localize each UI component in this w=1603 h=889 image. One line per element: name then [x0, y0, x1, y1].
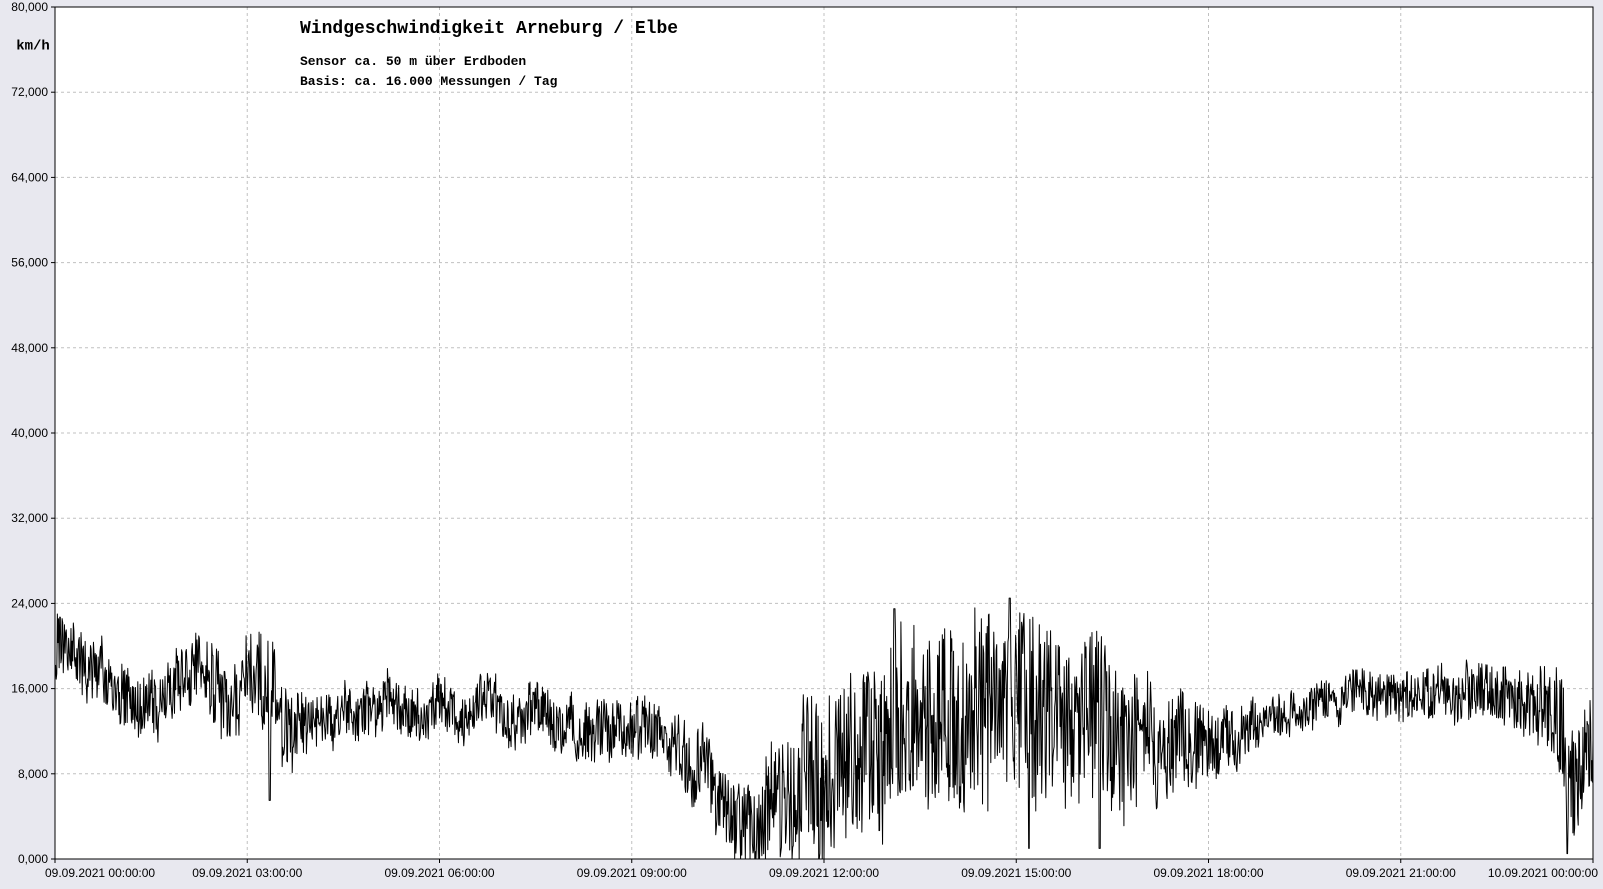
chart-subtitle: Sensor ca. 50 m über Erdboden	[300, 54, 526, 69]
chart-title: Windgeschwindigkeit Arneburg / Elbe	[300, 19, 678, 39]
y-tick-label: 80,000	[11, 0, 48, 14]
x-tick-label: 09.09.2021 03:00:00	[192, 866, 302, 880]
x-tick-label: 09.09.2021 15:00:00	[961, 866, 1071, 880]
y-tick-label: 48,000	[11, 341, 48, 355]
y-tick-label: 24,000	[11, 596, 48, 610]
y-tick-label: 56,000	[11, 256, 48, 270]
y-tick-label: 72,000	[11, 85, 48, 99]
x-tick-label: 09.09.2021 12:00:00	[769, 866, 879, 880]
y-tick-label: 16,000	[11, 682, 48, 696]
y-tick-label: 32,000	[11, 511, 48, 525]
y-tick-label: 8,000	[18, 767, 48, 781]
x-tick-label: 09.09.2021 18:00:00	[1153, 866, 1263, 880]
y-tick-label: 64,000	[11, 170, 48, 184]
wind-speed-chart: 0,000 8,000 16,000 24,000 32,000 40,000 48,000…	[0, 0, 1603, 889]
y-axis-unit-label: km/h	[16, 39, 50, 55]
x-tick-label: 09.09.2021 21:00:00	[1346, 866, 1456, 880]
x-tick-label: 09.09.2021 09:00:00	[577, 866, 687, 880]
chart-subtitle: Basis: ca. 16.000 Messungen / Tag	[300, 74, 558, 89]
x-tick-label: 09.09.2021 00:00:00	[45, 866, 155, 880]
x-tick-label: 10.09.2021 00:00:00	[1488, 866, 1598, 880]
y-tick-label: 0,000	[18, 852, 48, 866]
x-tick-label: 09.09.2021 06:00:00	[384, 866, 494, 880]
y-tick-label: 40,000	[11, 426, 48, 440]
